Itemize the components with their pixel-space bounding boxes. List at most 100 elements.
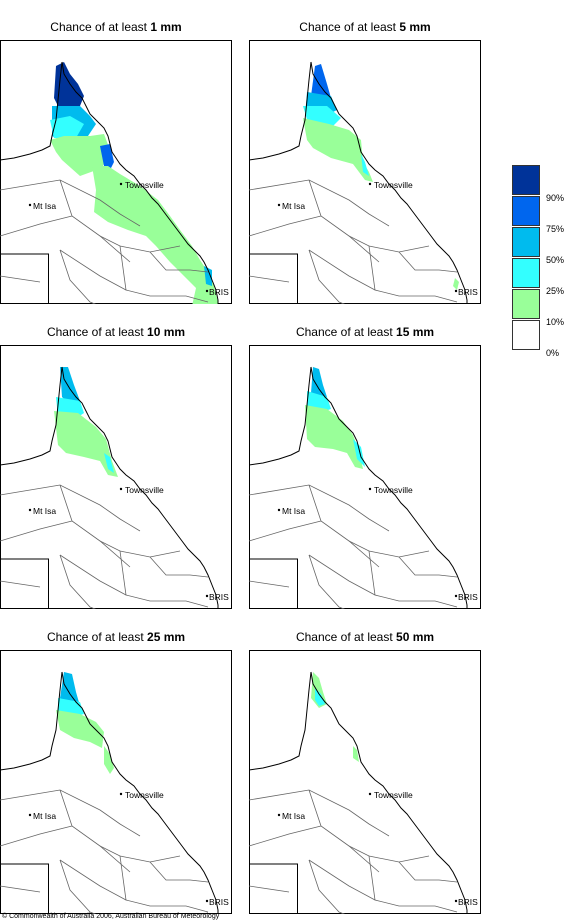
- brisbane-label: BRIS: [209, 897, 229, 907]
- region-boundary: [308, 859, 376, 901]
- region-boundary: [308, 789, 380, 873]
- region-boundary: [59, 859, 127, 901]
- rain-probability-region: [60, 672, 80, 708]
- legend-swatch-90-100: [512, 165, 540, 195]
- region-boundary: [59, 789, 131, 873]
- legend-swatch-10-25: [512, 289, 540, 319]
- region-boundary: [328, 189, 390, 227]
- brisbane-label: BRIS: [458, 287, 478, 297]
- map-frame: [0, 345, 232, 609]
- region-boundary: [348, 845, 430, 863]
- region-boundary: [149, 861, 209, 883]
- region-boundary: [249, 580, 290, 588]
- panel-title: Chance of at least 50 mm: [295, 630, 435, 644]
- region-boundary: [368, 855, 458, 913]
- region-boundary: [368, 245, 458, 303]
- map: Townsville Mt Isa BRIS: [249, 345, 481, 609]
- panel-25mm: Chance of at least 25 mm Townsville Mt Is…: [0, 630, 232, 914]
- townsville-label: Townsville: [374, 485, 413, 495]
- brisbane-marker: [454, 289, 458, 293]
- region-boundary: [59, 484, 131, 568]
- townsville-label: Townsville: [374, 180, 413, 190]
- inset-box: [0, 253, 49, 304]
- region-boundary: [0, 520, 73, 542]
- map: Townsville Mt Isa BRIS: [0, 40, 232, 304]
- legend-label-0: 0%: [546, 348, 560, 358]
- panel-title: Chance of at least 1 mm: [50, 20, 182, 34]
- coastline: [310, 366, 468, 609]
- panel-title: Chance of at least 10 mm: [46, 325, 186, 339]
- rain-probability-region: [305, 405, 363, 469]
- rain-probability-region: [303, 118, 373, 182]
- region-boundary: [348, 235, 430, 253]
- region-boundary: [59, 249, 127, 291]
- region-boundary: [398, 251, 458, 273]
- legend-label-25: 25%: [546, 286, 565, 296]
- region-boundary: [249, 825, 322, 847]
- gulf-coastline: [249, 671, 312, 771]
- panel-15mm: Chance of at least 15 mm Townsville Mt Is…: [249, 325, 481, 609]
- region-boundary: [79, 189, 141, 227]
- region-boundary: [119, 550, 209, 608]
- mt-isa-marker: [277, 203, 281, 207]
- copyright-notice: © Commonwealth of Australia 2006, Austra…: [2, 913, 220, 920]
- brisbane-label: BRIS: [209, 592, 229, 602]
- panel-5mm: Chance of at least 5 mm Townsville Mt Isa…: [249, 20, 481, 304]
- townsville-marker: [119, 792, 123, 796]
- region-boundary: [398, 556, 458, 578]
- region-boundary: [348, 540, 430, 558]
- brisbane-label: BRIS: [458, 897, 478, 907]
- legend-swatch-0-10: [512, 320, 540, 350]
- map: Townsville Mt Isa BRIS: [249, 650, 481, 914]
- region-boundary: [59, 179, 131, 263]
- mt-isa-marker: [28, 508, 32, 512]
- region-boundary: [59, 554, 97, 609]
- townsville-label: Townsville: [125, 790, 164, 800]
- region-boundary: [119, 855, 209, 913]
- panel-1mm: Chance of at least 1 mm Townsville Mt Isa…: [0, 20, 232, 304]
- brisbane-label: BRIS: [209, 287, 229, 297]
- gulf-coastline: [0, 671, 63, 771]
- legend-swatch-75-90: [512, 196, 540, 226]
- panel-title: Chance of at least 15 mm: [295, 325, 435, 339]
- mt-isa-marker: [277, 508, 281, 512]
- rain-probability-region: [104, 453, 114, 473]
- panel-title: Chance of at least 25 mm: [46, 630, 186, 644]
- region-boundary: [59, 859, 97, 914]
- brisbane-marker: [454, 899, 458, 903]
- townsville-marker: [119, 182, 123, 186]
- region-boundary: [368, 550, 458, 608]
- region-boundary: [0, 580, 41, 588]
- region-boundary: [308, 554, 376, 596]
- panel-title: Chance of at least 5 mm: [299, 20, 431, 34]
- region-boundary: [308, 554, 346, 609]
- rain-probability-region: [50, 134, 110, 176]
- region-boundary: [59, 249, 97, 304]
- region-boundary: [328, 799, 390, 837]
- gulf-coastline: [249, 366, 312, 466]
- map-frame: [249, 345, 481, 609]
- region-boundary: [119, 245, 209, 303]
- rain-probability-region: [56, 710, 104, 748]
- mt-isa-label: Mt Isa: [282, 811, 305, 821]
- townsville-marker: [368, 487, 372, 491]
- region-boundary: [99, 540, 181, 558]
- region-boundary: [149, 251, 209, 273]
- region-boundary: [99, 235, 181, 253]
- rain-probability-region: [311, 367, 327, 401]
- region-boundary: [249, 885, 290, 893]
- townsville-label: Townsville: [374, 790, 413, 800]
- inset-box: [249, 863, 298, 914]
- brisbane-marker: [205, 289, 209, 293]
- region-boundary: [308, 859, 346, 914]
- gulf-coastline: [249, 61, 312, 161]
- brisbane-marker: [205, 594, 209, 598]
- rain-probability-region: [204, 266, 212, 286]
- region-boundary: [249, 275, 290, 283]
- region-boundary: [0, 885, 41, 893]
- coastline: [61, 366, 219, 609]
- region-boundary: [99, 845, 181, 863]
- map: Townsville Mt Isa BRIS: [249, 40, 481, 304]
- rain-probability-region: [54, 411, 118, 477]
- rain-probability-region: [104, 746, 114, 774]
